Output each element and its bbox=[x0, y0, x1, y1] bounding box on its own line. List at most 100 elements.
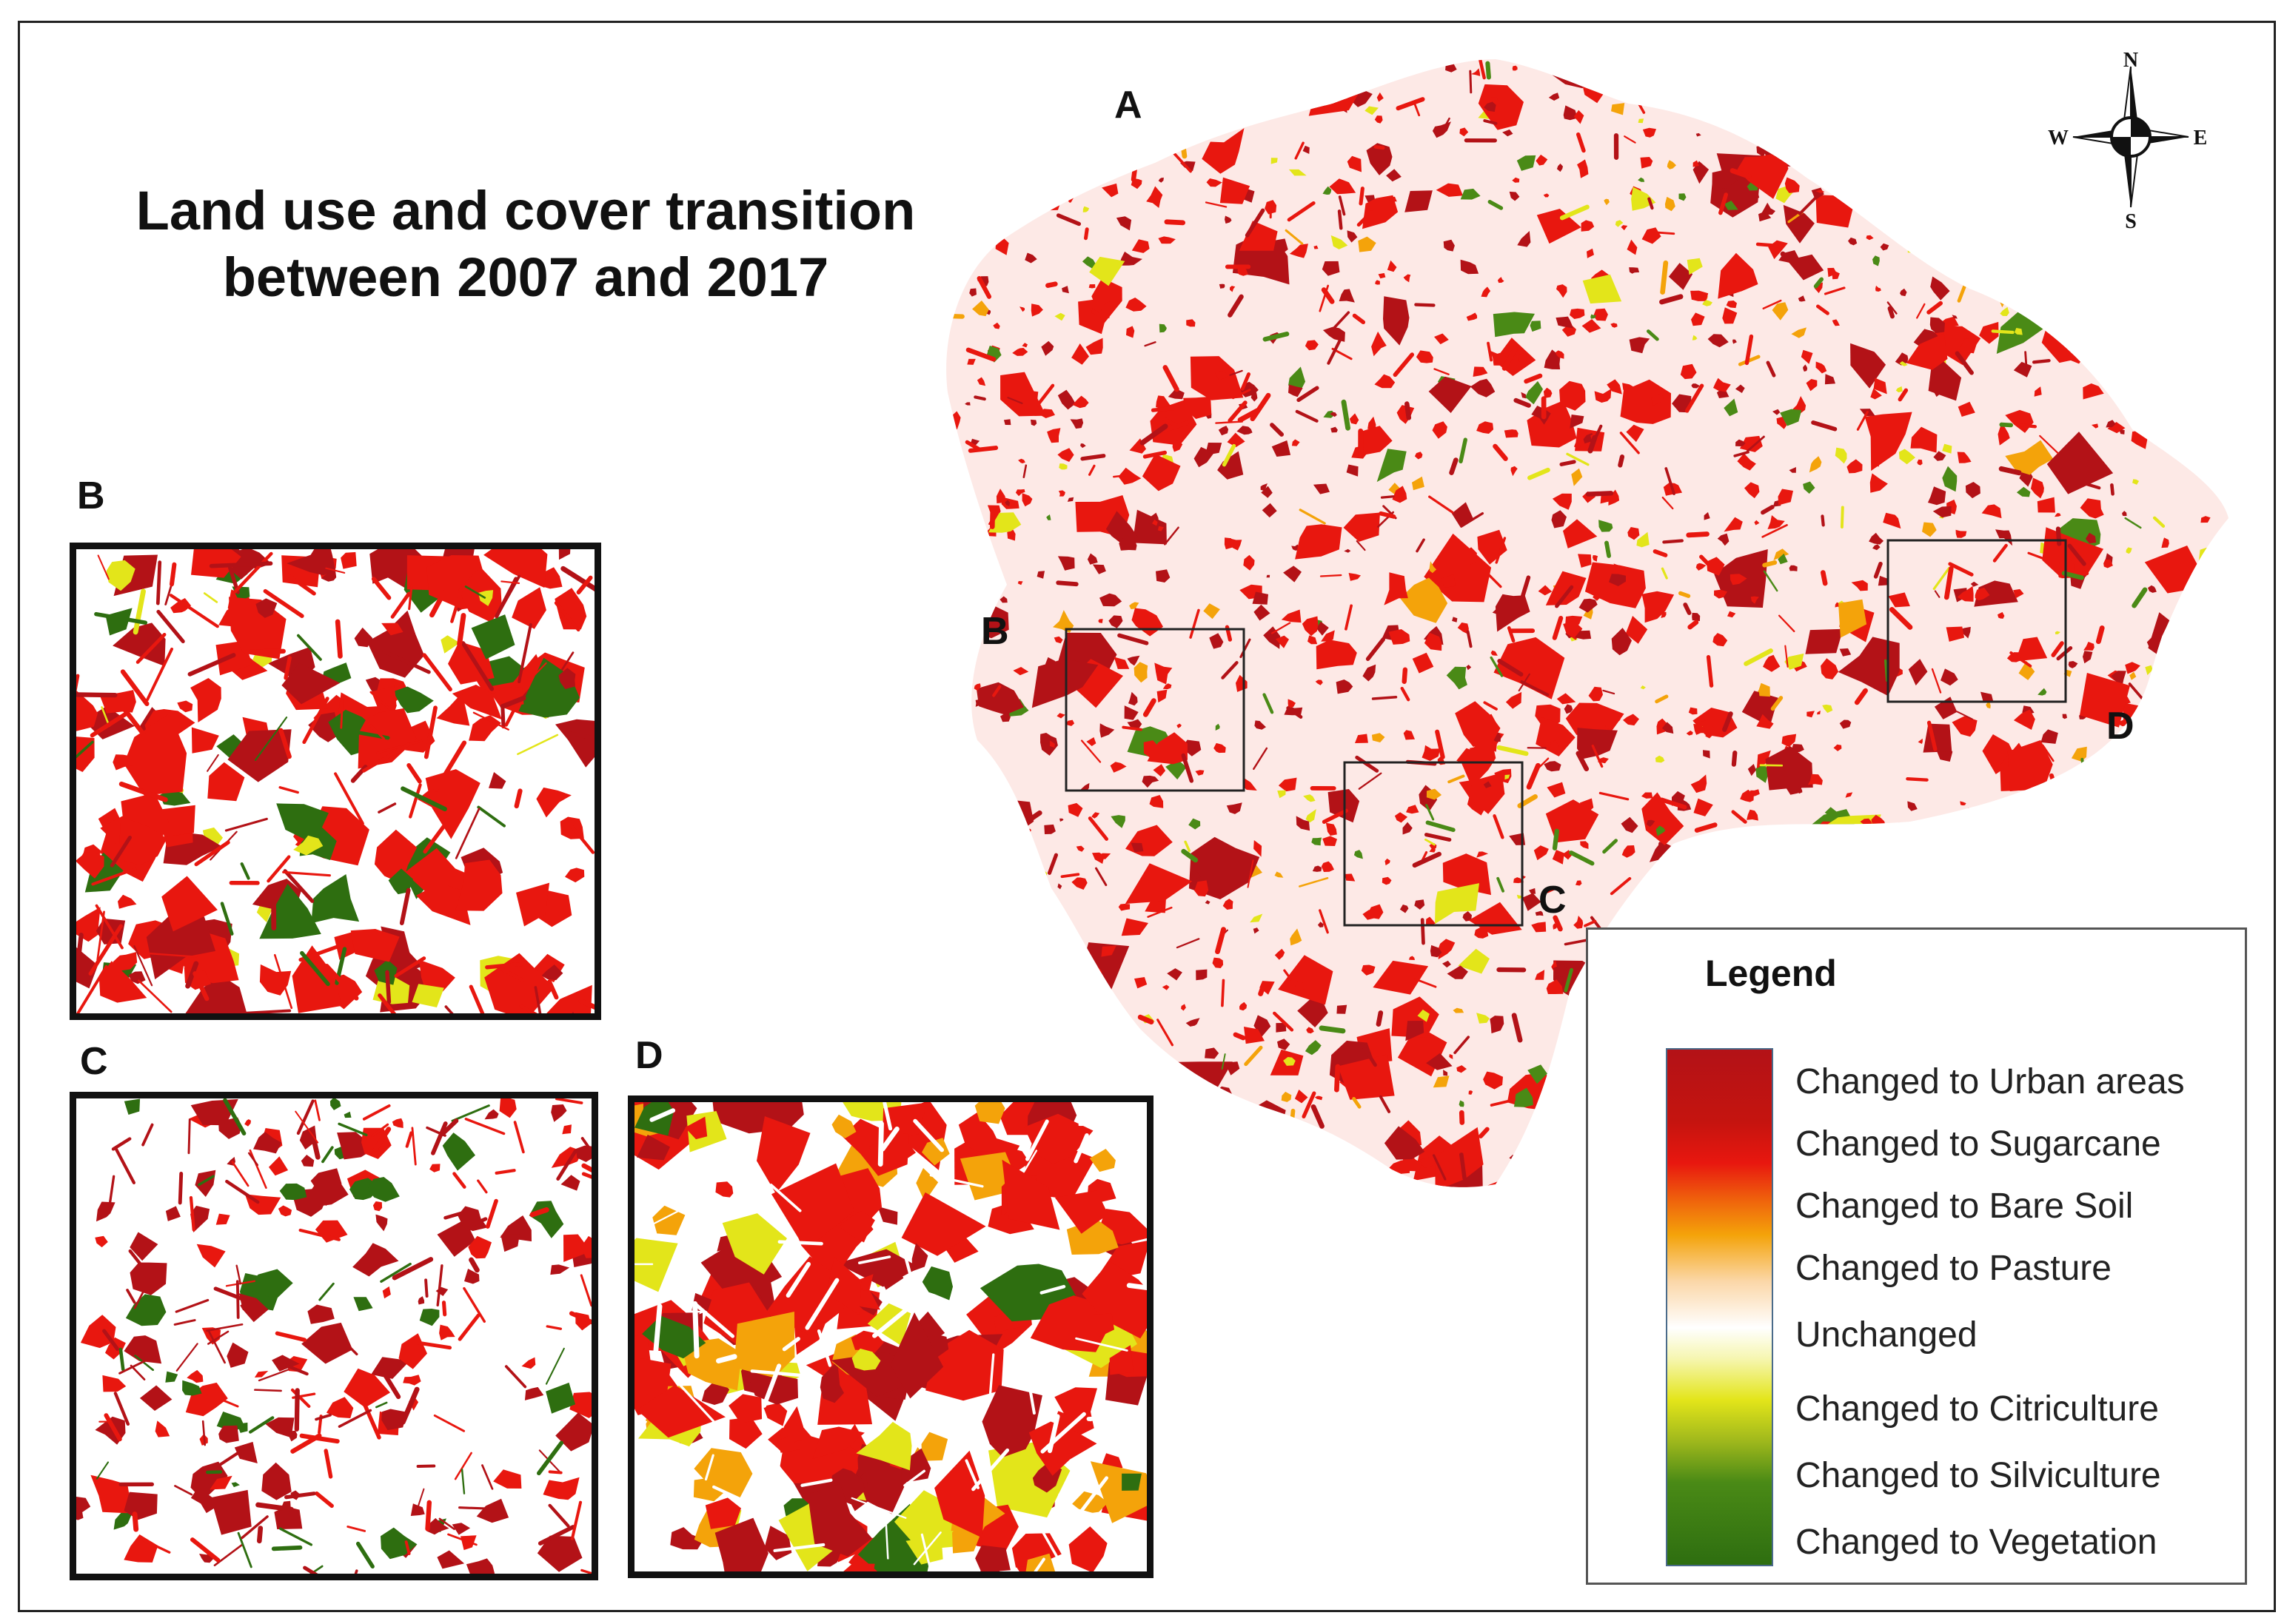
land-patch bbox=[1012, 348, 1028, 356]
land-patch bbox=[1963, 842, 1981, 859]
land-patch bbox=[1007, 529, 1016, 541]
land-strip bbox=[1815, 304, 1829, 315]
land-patch bbox=[1116, 216, 1132, 231]
land-patch bbox=[1288, 699, 1296, 709]
land-patch bbox=[1570, 415, 1584, 429]
land-patch bbox=[1672, 394, 1692, 413]
land-patch bbox=[1274, 948, 1285, 960]
land-patch bbox=[1040, 733, 1052, 744]
land-strip bbox=[315, 1413, 332, 1421]
land-patch bbox=[1869, 473, 1888, 493]
land-strip bbox=[1056, 580, 1079, 587]
land-patch bbox=[1278, 777, 1297, 792]
land-patch bbox=[1005, 845, 1017, 859]
land-patch bbox=[1714, 589, 1728, 599]
land-strip bbox=[1414, 303, 1436, 307]
land-strip bbox=[406, 763, 422, 784]
land-strip bbox=[371, 1123, 389, 1138]
land-patch bbox=[947, 676, 956, 682]
land-patch bbox=[563, 1234, 591, 1262]
land-patch bbox=[1149, 795, 1164, 808]
land-strip bbox=[2056, 791, 2073, 806]
land-patch bbox=[1111, 815, 1125, 828]
land-patch bbox=[1838, 637, 1900, 697]
land-patch bbox=[1362, 909, 1381, 920]
land-patch bbox=[962, 1067, 968, 1072]
land-patch bbox=[1307, 635, 1318, 645]
land-patch bbox=[452, 1523, 471, 1535]
land-patch bbox=[2126, 547, 2132, 554]
land-patch bbox=[1847, 126, 1863, 140]
land-patch bbox=[2217, 575, 2229, 593]
land-strip bbox=[499, 574, 521, 611]
land-strip bbox=[1991, 329, 2015, 335]
land-patch bbox=[1695, 132, 1701, 137]
land-patch bbox=[2110, 292, 2121, 301]
land-patch bbox=[374, 829, 418, 885]
land-strip bbox=[372, 1127, 392, 1152]
land-patch bbox=[1700, 72, 1732, 107]
land-strip bbox=[1447, 774, 1465, 784]
land-strip bbox=[1459, 1110, 1465, 1125]
field-boundary bbox=[1074, 1133, 1089, 1164]
land-patch bbox=[1054, 1069, 1071, 1083]
land-patch bbox=[1773, 548, 1789, 560]
land-patch bbox=[705, 1497, 741, 1529]
land-strip bbox=[1678, 591, 1691, 598]
land-strip bbox=[580, 1136, 592, 1154]
land-patch bbox=[1005, 500, 1011, 506]
land-patch bbox=[1641, 792, 1684, 845]
land-patch bbox=[1636, 531, 1650, 548]
land-strip bbox=[1780, 251, 1793, 264]
land-patch bbox=[2209, 457, 2229, 471]
land-patch bbox=[130, 1262, 167, 1295]
land-patch bbox=[113, 623, 166, 666]
land-strip bbox=[286, 573, 316, 596]
land-patch bbox=[125, 1294, 167, 1326]
land-strip bbox=[1338, 195, 1346, 216]
land-patch bbox=[1183, 59, 1211, 78]
land-patch bbox=[1476, 851, 1489, 858]
land-patch bbox=[2148, 585, 2157, 593]
land-patch bbox=[1065, 719, 1075, 726]
land-strip bbox=[1873, 561, 1883, 579]
land-patch bbox=[1798, 295, 1806, 302]
land-patch bbox=[468, 1235, 492, 1259]
land-patch bbox=[1214, 370, 1228, 381]
land-strip bbox=[495, 1169, 516, 1175]
land-patch bbox=[1807, 711, 1815, 718]
land-patch bbox=[1545, 1122, 1557, 1136]
land-strip bbox=[206, 1323, 244, 1332]
land-patch bbox=[1125, 298, 1147, 312]
land-patch bbox=[946, 745, 954, 751]
land-strip bbox=[1007, 397, 1023, 404]
land-strip bbox=[1169, 1076, 1177, 1090]
field-boundary bbox=[1126, 1283, 1147, 1290]
land-patch bbox=[1556, 693, 1576, 705]
land-patch bbox=[957, 115, 977, 129]
land-patch bbox=[1662, 722, 1674, 734]
land-patch bbox=[1047, 428, 1061, 443]
land-patch bbox=[1260, 483, 1268, 491]
land-strip bbox=[1476, 59, 1486, 80]
land-strip bbox=[974, 862, 986, 893]
land-strip bbox=[996, 1066, 1009, 1087]
land-patch bbox=[1875, 285, 1881, 292]
land-patch bbox=[2108, 835, 2126, 844]
legend-item-unchanged: Unchanged bbox=[1795, 1315, 1978, 1355]
land-patch bbox=[763, 1403, 788, 1426]
legend-item-sugarcane: Changed to Sugarcane bbox=[1795, 1124, 2161, 1164]
land-patch bbox=[1712, 633, 1728, 647]
land-patch bbox=[1476, 421, 1494, 434]
land-patch bbox=[971, 571, 977, 579]
land-patch bbox=[1430, 944, 1442, 958]
field-boundary bbox=[929, 1174, 984, 1188]
land-strip bbox=[404, 1540, 411, 1555]
land-patch bbox=[130, 1232, 158, 1261]
land-patch bbox=[1057, 713, 1065, 719]
land-patch bbox=[922, 1138, 950, 1166]
land-strip bbox=[1694, 822, 1718, 833]
land-patch bbox=[1845, 792, 1853, 798]
land-patch bbox=[1690, 774, 1707, 793]
land-patch bbox=[76, 1496, 91, 1514]
